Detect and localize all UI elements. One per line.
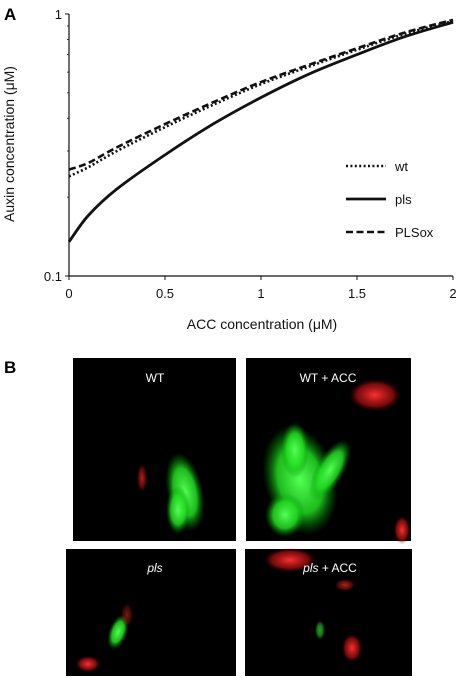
series-line-wt bbox=[68, 19, 454, 178]
auxin-chart: 0 0.5 1 1.5 2 0.1 1 wt pls PLSox ACC concentrati… bbox=[1, 7, 457, 332]
x-tick-label: 2 bbox=[449, 286, 456, 301]
micrograph-pls-acc-label: pls + ACC bbox=[302, 561, 357, 575]
chart-legend: wt pls PLSox bbox=[346, 159, 434, 240]
legend-label-pls: pls bbox=[395, 192, 412, 207]
series-line-pls bbox=[67, 20, 454, 243]
x-tick-label: 0 bbox=[65, 286, 72, 301]
legend-label-plsox: PLSox bbox=[395, 225, 434, 240]
y-tick-label: 0.1 bbox=[44, 269, 62, 284]
micrograph-wt-acc-label: WT + ACC bbox=[300, 371, 357, 385]
legend-label-wt: wt bbox=[394, 159, 408, 174]
panel-a-letter: A bbox=[4, 5, 16, 24]
chart-series bbox=[67, 18, 454, 243]
micrograph-pls-acc: pls + ACC bbox=[245, 548, 412, 676]
x-tick-label: 1 bbox=[257, 286, 264, 301]
micrograph-wt-acc: WT + ACC bbox=[246, 358, 411, 544]
chart-ticks: 0 0.5 1 1.5 2 0.1 1 bbox=[44, 7, 457, 301]
y-axis-label: Auxin concentration (μM) bbox=[1, 66, 17, 222]
micrograph-wt: WT bbox=[73, 358, 236, 541]
panel-b-letter: B bbox=[4, 358, 16, 377]
x-tick-label: 1.5 bbox=[348, 286, 366, 301]
y-tick-label: 1 bbox=[55, 7, 62, 22]
micrograph-pls-label: pls bbox=[146, 561, 162, 575]
micrograph-wt-label: WT bbox=[146, 371, 165, 385]
series-line-plsox bbox=[68, 18, 454, 171]
x-tick-label: 0.5 bbox=[156, 286, 174, 301]
micrograph-pls: pls bbox=[66, 549, 236, 676]
x-axis-label: ACC concentration (μM) bbox=[187, 316, 337, 332]
